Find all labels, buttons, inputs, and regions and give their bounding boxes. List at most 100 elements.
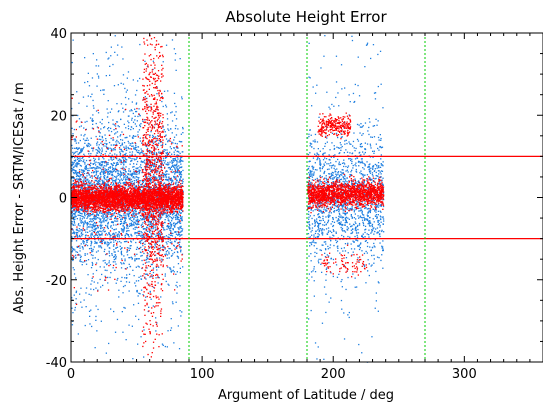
point (154, 160, 156, 162)
point (96, 210, 98, 212)
point (179, 310, 181, 312)
point (170, 223, 172, 225)
point (129, 225, 132, 227)
point (126, 229, 128, 232)
point (340, 247, 343, 250)
point (119, 151, 121, 153)
point (100, 222, 102, 224)
point (84, 121, 86, 123)
point (310, 171, 312, 174)
point (308, 184, 310, 186)
point (176, 160, 178, 163)
point (172, 161, 174, 163)
point (97, 236, 99, 238)
point (179, 166, 181, 168)
point (99, 149, 101, 151)
point (162, 126, 164, 129)
point (74, 169, 76, 172)
point (179, 239, 181, 241)
point (108, 170, 110, 172)
point (100, 227, 102, 230)
point (127, 125, 130, 127)
point (107, 58, 109, 60)
point (111, 163, 113, 165)
point (360, 242, 362, 244)
point (315, 242, 317, 244)
point (117, 111, 119, 113)
point (100, 128, 102, 130)
point (91, 120, 94, 122)
point (325, 228, 328, 230)
point (99, 132, 101, 134)
point (134, 210, 136, 212)
point (142, 203, 144, 205)
point (123, 159, 125, 161)
point (377, 204, 379, 206)
point (160, 173, 162, 176)
point (111, 170, 113, 173)
point (107, 244, 109, 246)
point (370, 265, 372, 267)
point (371, 199, 374, 201)
point (366, 218, 369, 220)
point (172, 159, 174, 162)
point (370, 232, 372, 234)
point (129, 223, 131, 225)
point (119, 174, 121, 176)
point (120, 103, 123, 105)
point (160, 296, 162, 298)
point (79, 217, 81, 219)
point (373, 181, 375, 183)
point (363, 182, 365, 184)
point (118, 181, 121, 183)
point (131, 235, 133, 237)
point (85, 179, 87, 181)
point (140, 160, 143, 162)
point (327, 248, 329, 250)
point (336, 180, 338, 182)
point (98, 239, 100, 241)
point (113, 124, 116, 126)
point (171, 214, 174, 216)
point (154, 158, 156, 160)
point (371, 229, 373, 231)
point (158, 171, 161, 174)
point (144, 231, 146, 233)
point (311, 146, 313, 148)
point (120, 218, 122, 220)
point (75, 147, 77, 150)
point (112, 119, 114, 121)
point (112, 221, 114, 223)
point (167, 128, 169, 130)
point (168, 173, 170, 175)
point (113, 212, 115, 215)
point (351, 169, 353, 171)
point (307, 207, 309, 210)
point (154, 254, 157, 256)
point (121, 229, 123, 231)
point (123, 174, 125, 177)
point (135, 110, 138, 113)
point (83, 176, 85, 178)
point (95, 174, 97, 176)
point (170, 128, 172, 130)
point (93, 216, 95, 218)
point (129, 151, 131, 153)
point (110, 171, 112, 174)
point (115, 176, 117, 178)
point (71, 237, 73, 239)
point (73, 210, 75, 212)
point (167, 161, 169, 164)
point (162, 163, 164, 166)
point (120, 253, 123, 255)
point (170, 242, 172, 244)
point (310, 231, 312, 233)
point (114, 251, 116, 253)
point (105, 224, 107, 227)
point (368, 210, 370, 212)
point (165, 253, 167, 255)
point (155, 176, 157, 178)
point (120, 167, 122, 170)
point (132, 142, 134, 144)
point (179, 178, 181, 180)
